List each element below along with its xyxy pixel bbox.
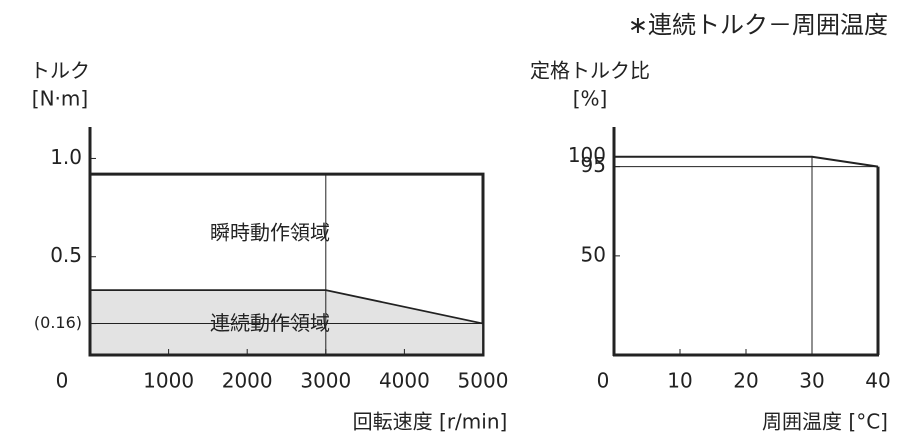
y-axis-label: 定格トルク比 (530, 59, 650, 83)
x-tick-label: 1000 (143, 369, 194, 393)
x-tick-label: 40 (865, 369, 890, 393)
x-tick-label: 2000 (222, 369, 273, 393)
region-label: 瞬時動作領域 (210, 221, 330, 245)
y-tick-label: 50 (581, 242, 606, 266)
x-tick-label: 3000 (300, 369, 351, 393)
page-title: ∗連続トルク－周囲温度 (628, 11, 888, 39)
x-tick-label: 4000 (379, 369, 430, 393)
x-tick-label: 30 (799, 369, 824, 393)
y-tick-label: 0.5 (50, 243, 82, 267)
x-tick-label: 20 (733, 369, 758, 393)
line (614, 155, 879, 168)
x-tick-label: 0 (597, 369, 610, 393)
y-tick-label: 95 (581, 153, 606, 177)
x-axis-label: 回転速度 [r/min] (353, 410, 508, 434)
y-tick-label: 1.0 (50, 145, 82, 169)
y-axis-label: [%] (573, 87, 608, 111)
y-tick-label: 100 (568, 143, 606, 167)
x-tick-label: 10 (667, 369, 692, 393)
x-axis-label: 周囲温度 [°C] (762, 410, 888, 434)
x-tick-label: 5000 (458, 369, 509, 393)
y-axis-label: [N·m] (32, 87, 88, 111)
y-tick-label: (0.16) (34, 313, 82, 332)
y-axis-label: トルク (30, 59, 90, 83)
x-tick-label: 0 (56, 369, 69, 393)
